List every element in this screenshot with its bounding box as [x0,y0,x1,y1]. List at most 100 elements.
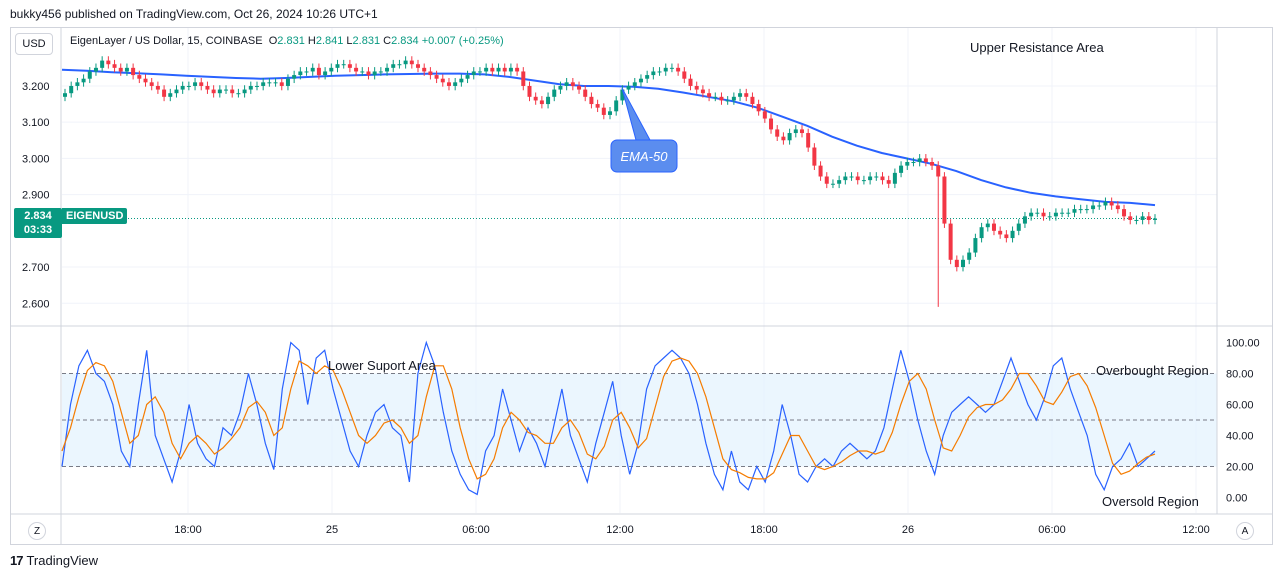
candle-body [799,129,804,134]
publish-header: bukky456 published on TradingView.com, O… [10,7,378,21]
candle-body [1084,209,1089,211]
candle-body [632,82,637,86]
candle-body [769,118,774,130]
candle-body [1041,212,1046,217]
candle-body [539,100,544,105]
currency-button[interactable]: USD [15,33,53,55]
candle-body [614,100,619,112]
price-tick-label: 3.100 [22,117,50,129]
candle-body [63,93,67,97]
candle-body [93,67,98,72]
candle-body [775,129,780,137]
price-tick-label: 3.200 [22,81,50,93]
candle-body [106,60,111,65]
candle-body [533,96,538,101]
ema-callout-box [610,139,678,173]
candle-body [626,85,631,90]
candle-body [719,96,724,101]
candle-body [273,82,278,84]
candle-body [998,230,1003,235]
price-tick-label: 2.700 [22,262,50,274]
candle-body [292,75,297,79]
candle-body [1004,234,1009,239]
candle-body [199,82,204,86]
candle-body [155,85,160,90]
low-label: L [346,35,353,47]
candle-body [917,158,922,163]
candle-body [546,96,551,105]
candle-body [502,67,507,72]
candle-body [725,100,730,102]
candle-body [1128,216,1133,220]
candle-body [781,136,786,141]
candle-body [762,111,767,119]
candle-body [1016,223,1021,231]
candle-body [973,238,978,253]
price-tick-label: 2.900 [22,190,50,202]
candle-body [967,252,972,260]
candle-body [75,82,80,86]
open-value: 2.831 [277,35,305,47]
candle-body [323,71,328,76]
candle-body [285,78,290,86]
candle-body [453,82,458,86]
candle-body [911,162,916,164]
candle-body [112,64,117,68]
candle-body [428,71,433,76]
candle-body [756,104,761,112]
candle-body [837,180,842,184]
candle-body [905,162,910,166]
candle-body [174,89,179,94]
candle-body [335,64,340,68]
reset-zoom-button[interactable]: Z [28,522,46,540]
candle-body [948,223,953,260]
candle-body [558,85,563,90]
candle-body [1029,212,1034,217]
candle-body [861,180,866,182]
overbought-label: Overbought Region [1096,363,1209,378]
candle-body [899,165,904,173]
time-tick-label: 26 [902,524,914,536]
candle-body [403,60,408,65]
candle-body [137,75,142,79]
candle-body [738,93,743,97]
candle-body [230,89,235,94]
close-value: 2.834 [391,35,419,47]
candle-body [583,89,588,97]
candle-body [193,82,198,86]
close-label: C [383,35,392,47]
candle-body [669,67,674,69]
candle-body [1066,212,1071,214]
candle-body [1022,216,1027,224]
candle-body [217,89,222,94]
candle-body [186,85,191,87]
candle-body [477,71,482,73]
candle-body [372,71,377,76]
candle-body [409,60,414,65]
candle-body [471,71,476,76]
candle-body [985,223,990,228]
candle-body [515,67,520,72]
candle-body [979,227,984,239]
candle-body [304,71,309,73]
chart-frame [10,27,1273,545]
candle-body [236,93,241,95]
ema-callout-label: EMA-50 [621,149,669,164]
auto-scale-button[interactable]: A [1236,522,1254,540]
candle-body [143,78,148,83]
symbol-legend: EigenLayer / US Dollar, 15, COINBASE O2.… [70,35,504,47]
candle-body [1140,216,1145,220]
bar-countdown: 03:33 [23,224,53,236]
candle-body [347,64,352,68]
candle-body [1103,201,1108,206]
candle-body [205,85,210,90]
lower-support-label: Lower Suport Area [328,358,436,373]
stoch-tick-label: 20.00 [1226,462,1254,474]
candle-body [1060,212,1065,214]
candle-body [422,67,427,72]
candle-body [991,223,996,231]
candle-body [484,67,489,72]
candle-body [651,71,656,76]
candle-body [1146,216,1151,220]
